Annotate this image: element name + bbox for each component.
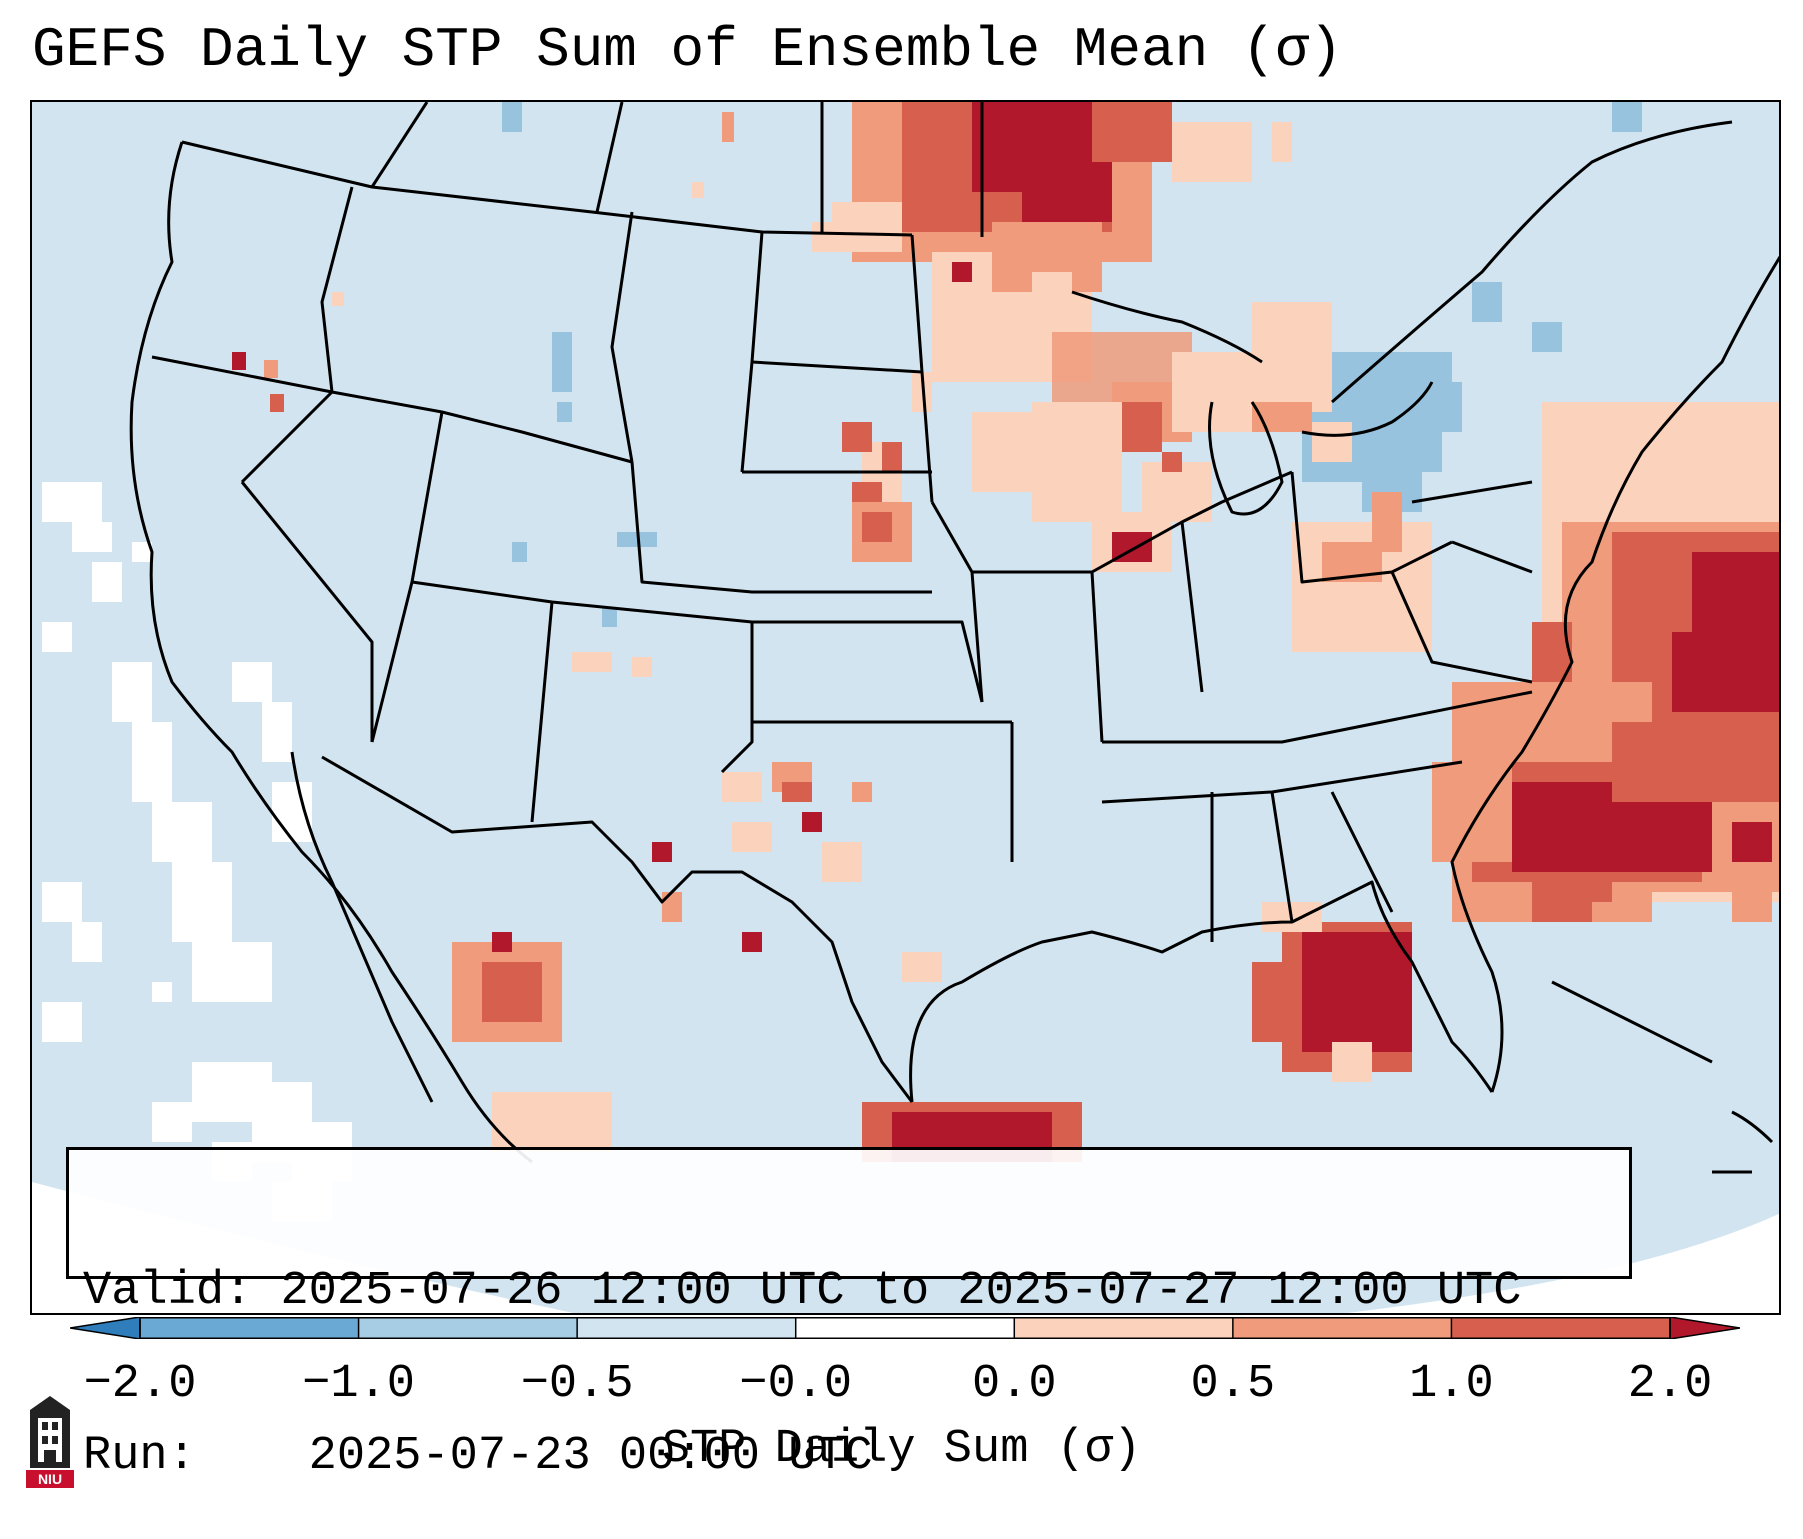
colorbar-segment — [577, 1317, 797, 1339]
colorbar-segment — [1232, 1317, 1452, 1339]
northwest-dots — [232, 112, 734, 412]
great-lakes-anomaly — [842, 292, 1432, 652]
atlantic-anomaly — [1432, 402, 1779, 922]
map-canvas — [32, 102, 1779, 1313]
colorbar-tick-label: 0.0 — [971, 1358, 1057, 1411]
run-label: Run: — [83, 1430, 196, 1483]
colorbar — [70, 1317, 1740, 1339]
boundaries — [129, 102, 1779, 1164]
valid-label: Valid: — [83, 1265, 253, 1318]
no-data-region-west — [32, 1182, 574, 1313]
niu-logo: NIU — [26, 1396, 74, 1488]
colorbar-tick-label: −2.0 — [83, 1358, 197, 1411]
colorbar-segment — [1451, 1317, 1671, 1339]
north-central-anomaly — [812, 102, 1292, 302]
colorbar-tick-label: 1.0 — [1409, 1358, 1494, 1411]
colorbar-tick-label: −0.5 — [520, 1358, 634, 1411]
colorbar-label: STP Daily Sum (σ) — [661, 1423, 1142, 1476]
valid-value: 2025-07-26 12:00 UTC to 2025-07-27 12:00… — [280, 1265, 1522, 1318]
colorbar-segment — [140, 1317, 360, 1339]
pacific-speckle — [42, 482, 352, 1222]
florida-anomaly — [1252, 902, 1412, 1082]
colorbar-segment — [795, 1317, 1015, 1339]
texas-anomaly — [572, 652, 942, 982]
colorbar-tick-label: −1.0 — [302, 1358, 415, 1411]
logo-text: NIU — [38, 1471, 62, 1487]
run-line: Run: 2025-07-23 00:00 UTC — [83, 1429, 1629, 1484]
colorbar-segment — [358, 1317, 578, 1339]
colorbar-extend-low — [70, 1317, 141, 1339]
nebraska-anomaly — [852, 502, 912, 562]
colorbar-tick-label: −0.0 — [739, 1358, 853, 1411]
chart-title: GEFS Daily STP Sum of Ensemble Mean (σ) — [32, 18, 1343, 82]
map-panel — [30, 100, 1781, 1315]
run-value: 2025-07-23 00:00 UTC — [308, 1430, 873, 1483]
valid-line: Valid: 2025-07-26 12:00 UTC to 2025-07-2… — [83, 1264, 1629, 1319]
colorbar-extend-high — [1669, 1317, 1740, 1339]
colorbar-tick-label: 2.0 — [1627, 1358, 1713, 1411]
valid-run-info-box: Valid: 2025-07-26 12:00 UTC to 2025-07-2… — [66, 1147, 1632, 1483]
colorbar-tick-label: 0.5 — [1190, 1358, 1276, 1411]
no-data-region-east — [1346, 1213, 1779, 1313]
colorbar-segment — [1014, 1317, 1234, 1339]
caribbean-islands — [1551, 980, 1774, 1174]
